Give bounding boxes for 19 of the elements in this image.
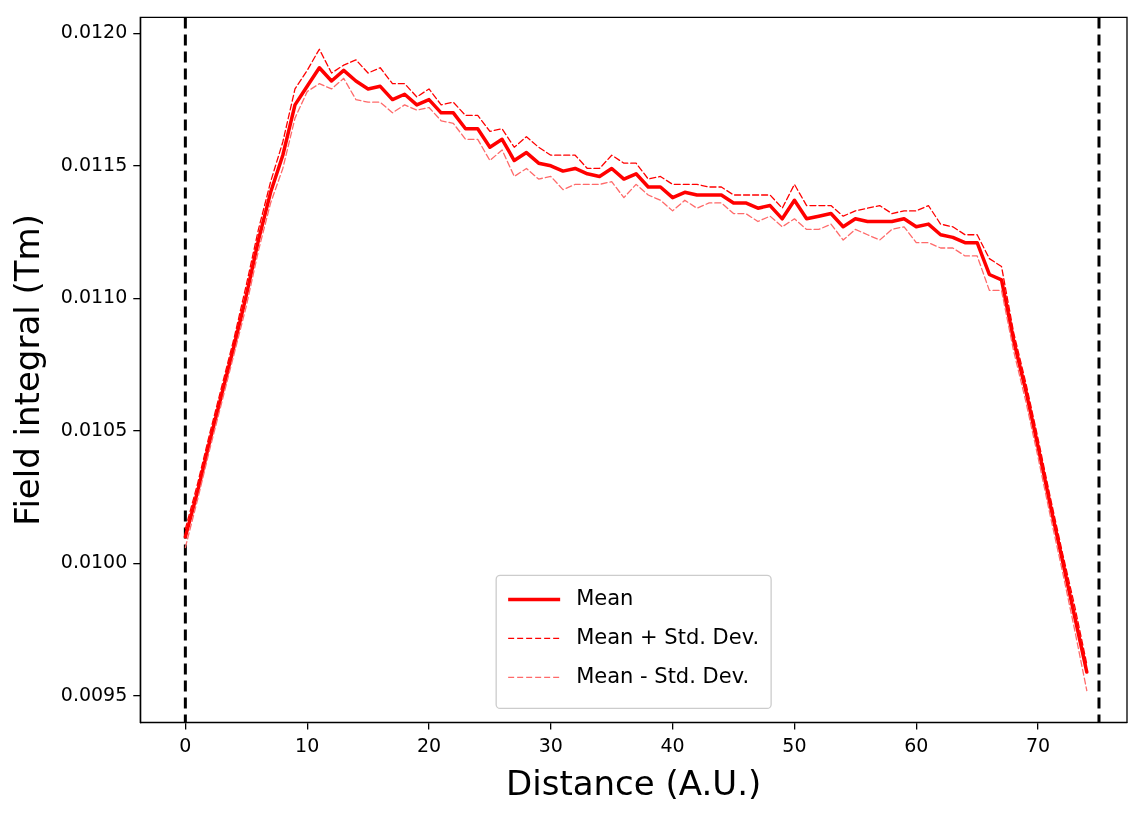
x-axis-title: Distance (A.U.): [506, 763, 762, 804]
y-tick-label: 0.0115: [60, 152, 128, 175]
x-tick-label: 70: [1025, 733, 1051, 756]
y-tick-label: 0.0120: [60, 20, 128, 43]
y-tick-label: 0.0110: [60, 285, 128, 308]
x-tick-label: 20: [416, 733, 442, 756]
x-tick-label: 60: [904, 733, 929, 756]
legend-label: Mean - Std. Dev.: [576, 663, 750, 688]
x-tick-label: 0: [179, 733, 192, 756]
y-tick-label: 0.0100: [60, 550, 128, 573]
x-tick-label: 30: [538, 733, 563, 756]
x-tick-label: 50: [782, 733, 807, 756]
legend-label: Mean + Std. Dev.: [576, 624, 760, 649]
x-tick-label: 10: [295, 733, 320, 756]
y-tick-label: 0.0095: [60, 682, 128, 705]
x-tick-label: 40: [660, 733, 685, 756]
y-tick-label: 0.0105: [60, 417, 128, 440]
y-axis-title: Field integral (Tm): [7, 214, 48, 526]
legend-label: Mean: [576, 585, 634, 610]
